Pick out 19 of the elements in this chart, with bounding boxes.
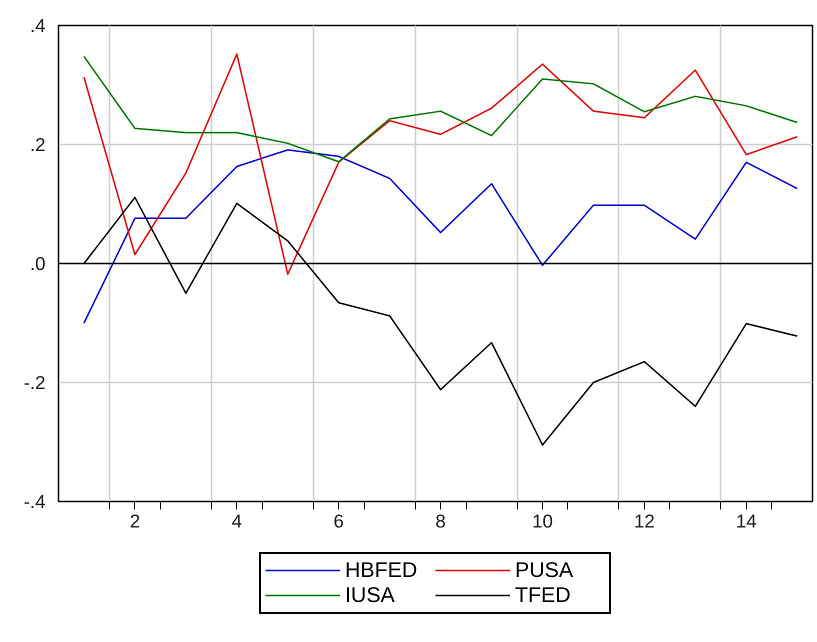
x-tick-label: 6 xyxy=(334,510,344,532)
legend-label: IUSA xyxy=(345,582,396,608)
legend-label: HBFED xyxy=(345,558,418,582)
y-tick-label: .4 xyxy=(30,15,46,36)
x-tick-label: 2 xyxy=(130,510,140,532)
line-series xyxy=(83,149,798,324)
x-tick-label: 12 xyxy=(634,510,655,532)
y-tick-label: -.4 xyxy=(24,491,46,512)
legend-label: PUSA xyxy=(515,558,574,582)
line-series xyxy=(83,56,798,163)
y-tick-label: .2 xyxy=(30,134,46,155)
x-tick-label: 14 xyxy=(736,510,757,532)
legend-label: TFED xyxy=(515,582,572,608)
x-tick-label: 10 xyxy=(532,510,553,532)
x-tick-label: 4 xyxy=(232,510,242,532)
y-tick-label: -.2 xyxy=(24,372,46,393)
x-tick-label: 8 xyxy=(435,510,446,532)
line-series xyxy=(83,53,798,275)
y-tick-label: .0 xyxy=(30,253,46,274)
